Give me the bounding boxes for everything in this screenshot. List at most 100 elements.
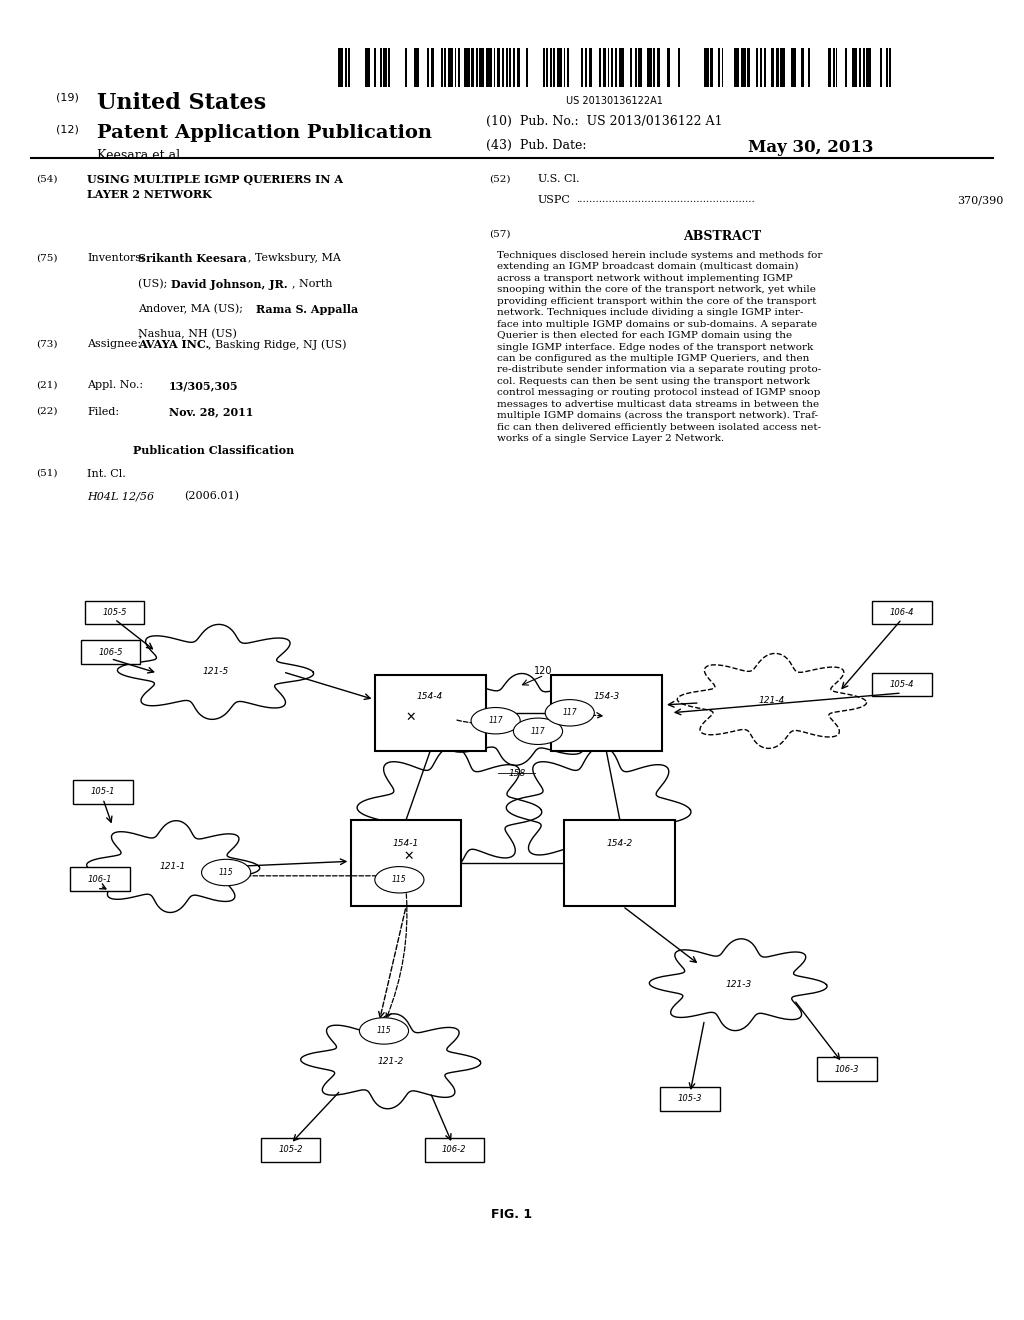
Text: May 30, 2013: May 30, 2013 bbox=[748, 139, 873, 156]
Text: ✕: ✕ bbox=[406, 711, 416, 723]
Text: FIG. 1: FIG. 1 bbox=[492, 1208, 532, 1221]
Text: 115: 115 bbox=[377, 1027, 391, 1035]
FancyBboxPatch shape bbox=[351, 820, 462, 906]
Text: (21): (21) bbox=[36, 380, 57, 389]
Text: (10)  Pub. No.:  US 2013/0136122 A1: (10) Pub. No.: US 2013/0136122 A1 bbox=[486, 115, 723, 128]
Text: (51): (51) bbox=[36, 469, 57, 478]
Text: ABSTRACT: ABSTRACT bbox=[683, 230, 761, 243]
Text: Keesara et al.: Keesara et al. bbox=[97, 149, 184, 162]
Text: (US);: (US); bbox=[138, 279, 171, 289]
Text: 105-3: 105-3 bbox=[678, 1094, 702, 1104]
Ellipse shape bbox=[545, 700, 594, 726]
Polygon shape bbox=[87, 821, 260, 912]
Text: (75): (75) bbox=[36, 253, 57, 263]
Text: (73): (73) bbox=[36, 339, 57, 348]
Text: (52): (52) bbox=[489, 174, 511, 183]
Text: Filed:: Filed: bbox=[87, 407, 119, 417]
Text: 115: 115 bbox=[219, 869, 233, 876]
Text: 121-3: 121-3 bbox=[725, 981, 752, 989]
FancyBboxPatch shape bbox=[85, 601, 144, 624]
Text: 154-1: 154-1 bbox=[393, 840, 419, 849]
Text: Techniques disclosed herein include systems and methods for
extending an IGMP br: Techniques disclosed herein include syst… bbox=[497, 251, 822, 444]
Text: Publication Classification: Publication Classification bbox=[133, 445, 294, 455]
Text: 105-4: 105-4 bbox=[890, 680, 914, 689]
Text: (43)  Pub. Date:: (43) Pub. Date: bbox=[486, 139, 587, 152]
FancyBboxPatch shape bbox=[551, 675, 662, 751]
Text: , North: , North bbox=[292, 279, 333, 289]
Text: AVAYA INC.: AVAYA INC. bbox=[138, 339, 210, 350]
Text: Inventors:: Inventors: bbox=[87, 253, 144, 264]
Polygon shape bbox=[649, 939, 827, 1031]
FancyBboxPatch shape bbox=[564, 820, 675, 906]
Polygon shape bbox=[429, 673, 608, 766]
Text: United States: United States bbox=[97, 92, 266, 115]
Text: David Johnson, JR.: David Johnson, JR. bbox=[171, 279, 288, 289]
Text: (54): (54) bbox=[36, 174, 57, 183]
Text: (19): (19) bbox=[56, 92, 79, 103]
Text: Srikanth Keesara: Srikanth Keesara bbox=[138, 253, 247, 264]
Text: 106-5: 106-5 bbox=[98, 648, 123, 656]
Ellipse shape bbox=[202, 859, 251, 886]
Text: 121-5: 121-5 bbox=[203, 668, 228, 676]
Text: , Tewksbury, MA: , Tewksbury, MA bbox=[248, 253, 341, 264]
Text: 121-2: 121-2 bbox=[378, 1057, 403, 1065]
Text: Appl. No.:: Appl. No.: bbox=[87, 380, 143, 391]
Text: 120: 120 bbox=[535, 667, 553, 676]
Text: , Basking Ridge, NJ (US): , Basking Ridge, NJ (US) bbox=[208, 339, 346, 350]
Text: 106-3: 106-3 bbox=[835, 1065, 859, 1073]
Text: Assignee:: Assignee: bbox=[87, 339, 141, 350]
Text: 370/390: 370/390 bbox=[957, 195, 1004, 206]
FancyBboxPatch shape bbox=[261, 1138, 321, 1162]
FancyBboxPatch shape bbox=[872, 672, 932, 697]
Polygon shape bbox=[118, 624, 313, 719]
Text: Nov. 28, 2011: Nov. 28, 2011 bbox=[169, 407, 253, 417]
FancyBboxPatch shape bbox=[71, 867, 130, 891]
FancyBboxPatch shape bbox=[660, 1088, 720, 1111]
Text: 154-2: 154-2 bbox=[606, 840, 633, 849]
Text: 117: 117 bbox=[488, 717, 503, 725]
Text: 154-4: 154-4 bbox=[417, 692, 443, 701]
Text: US 20130136122A1: US 20130136122A1 bbox=[566, 96, 663, 107]
Text: (2006.01): (2006.01) bbox=[184, 491, 240, 502]
Polygon shape bbox=[357, 747, 542, 873]
Text: USING MULTIPLE IGMP QUERIERS IN A
LAYER 2 NETWORK: USING MULTIPLE IGMP QUERIERS IN A LAYER … bbox=[87, 174, 343, 199]
Text: Nashua, NH (US): Nashua, NH (US) bbox=[138, 329, 238, 339]
Text: Int. Cl.: Int. Cl. bbox=[87, 469, 126, 479]
Polygon shape bbox=[301, 1014, 480, 1109]
Text: USPC: USPC bbox=[538, 195, 570, 206]
Text: (12): (12) bbox=[56, 124, 79, 135]
Text: Patent Application Publication: Patent Application Publication bbox=[97, 124, 432, 143]
Text: 105-5: 105-5 bbox=[102, 609, 127, 616]
FancyBboxPatch shape bbox=[375, 675, 485, 751]
Polygon shape bbox=[677, 653, 866, 748]
Text: 115: 115 bbox=[392, 875, 407, 884]
Text: 121-4: 121-4 bbox=[759, 697, 785, 705]
Text: (57): (57) bbox=[489, 230, 511, 239]
Text: 106-2: 106-2 bbox=[442, 1146, 467, 1154]
Ellipse shape bbox=[359, 1018, 409, 1044]
FancyBboxPatch shape bbox=[425, 1138, 484, 1162]
FancyBboxPatch shape bbox=[74, 780, 133, 804]
Text: .......................................................: ........................................… bbox=[577, 195, 756, 205]
Text: (22): (22) bbox=[36, 407, 57, 416]
Text: 105-2: 105-2 bbox=[279, 1146, 303, 1154]
Text: 158: 158 bbox=[508, 768, 525, 777]
Text: 106-4: 106-4 bbox=[890, 609, 914, 616]
Polygon shape bbox=[506, 747, 691, 873]
Text: Andover, MA (US);: Andover, MA (US); bbox=[138, 304, 247, 314]
FancyBboxPatch shape bbox=[872, 601, 932, 624]
Text: 117: 117 bbox=[530, 727, 546, 735]
Text: Rama S. Appalla: Rama S. Appalla bbox=[256, 304, 358, 314]
FancyBboxPatch shape bbox=[817, 1057, 877, 1081]
Text: U.S. Cl.: U.S. Cl. bbox=[538, 174, 580, 185]
Text: ✕: ✕ bbox=[403, 850, 415, 863]
Ellipse shape bbox=[471, 708, 520, 734]
Ellipse shape bbox=[375, 866, 424, 892]
Ellipse shape bbox=[513, 718, 562, 744]
Text: H04L 12/56: H04L 12/56 bbox=[87, 491, 155, 502]
Text: 117: 117 bbox=[562, 709, 578, 717]
Text: ,: , bbox=[138, 329, 141, 339]
Text: 106-1: 106-1 bbox=[88, 875, 113, 883]
FancyBboxPatch shape bbox=[81, 640, 140, 664]
Text: 121-1: 121-1 bbox=[160, 862, 186, 871]
